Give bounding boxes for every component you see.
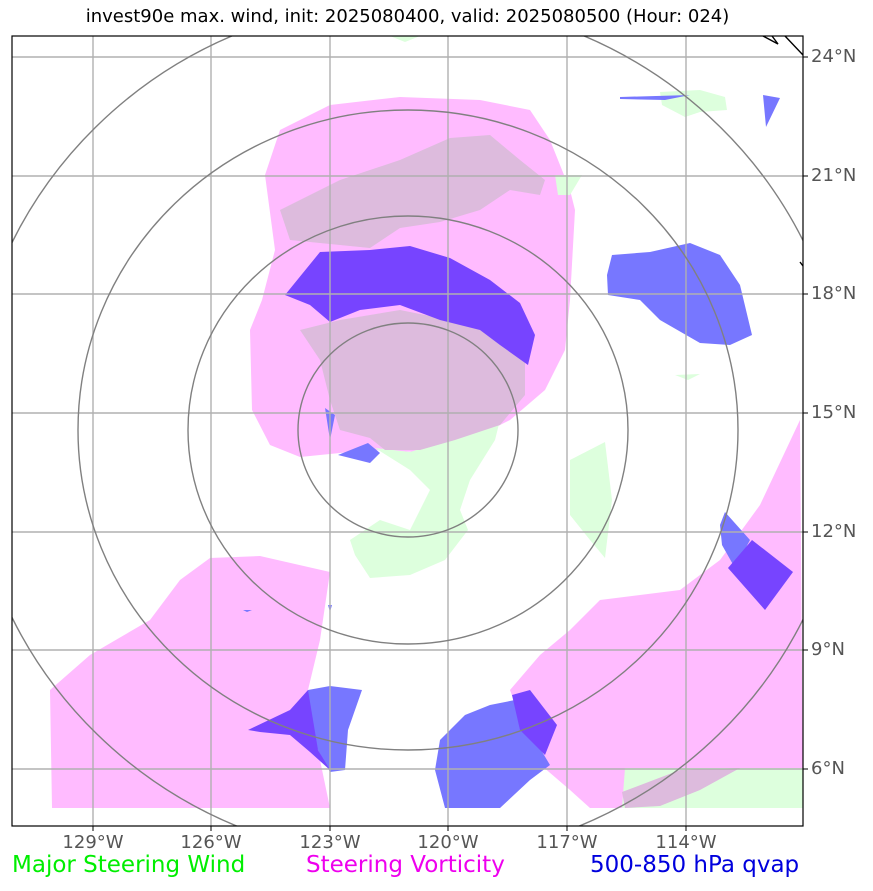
coastline <box>762 36 803 56</box>
lat-tick-label: 15°N <box>811 402 857 423</box>
range-ring-2 <box>187 215 629 645</box>
lon-tick-label: 129°W <box>62 832 124 853</box>
lat-tick-label: 9°N <box>811 639 845 660</box>
lat-tick-label: 24°N <box>811 46 857 67</box>
lon-tick-label: 117°W <box>536 832 598 853</box>
legend-qvap: 500-850 hPa qvap <box>590 852 800 878</box>
overlap-vorticity-qvap-areas <box>248 246 793 770</box>
graticule <box>12 36 803 826</box>
range-rings <box>12 36 803 826</box>
legend-steering-vorticity: Steering Vorticity <box>306 852 505 878</box>
lat-tick-label: 21°N <box>811 165 857 186</box>
lon-tick-label: 123°W <box>299 832 361 853</box>
tick-marks <box>92 56 808 831</box>
chart-title: invest90e max. wind, init: 2025080400, v… <box>85 6 730 27</box>
lon-tick-label: 120°W <box>417 832 479 853</box>
map-frame <box>11 35 804 827</box>
lat-tick-label: 12°N <box>811 521 857 542</box>
range-ring-3 <box>77 109 739 751</box>
lon-tick-label: 114°W <box>655 832 717 853</box>
lon-tick-label: 126°W <box>180 832 242 853</box>
lat-tick-label: 6°N <box>811 758 845 779</box>
legend-steering-wind: Major Steering Wind <box>12 852 246 878</box>
range-ring-1 <box>297 322 519 538</box>
lat-tick-label: 18°N <box>811 283 857 304</box>
overlap-wind-vorticity-areas <box>280 135 740 808</box>
